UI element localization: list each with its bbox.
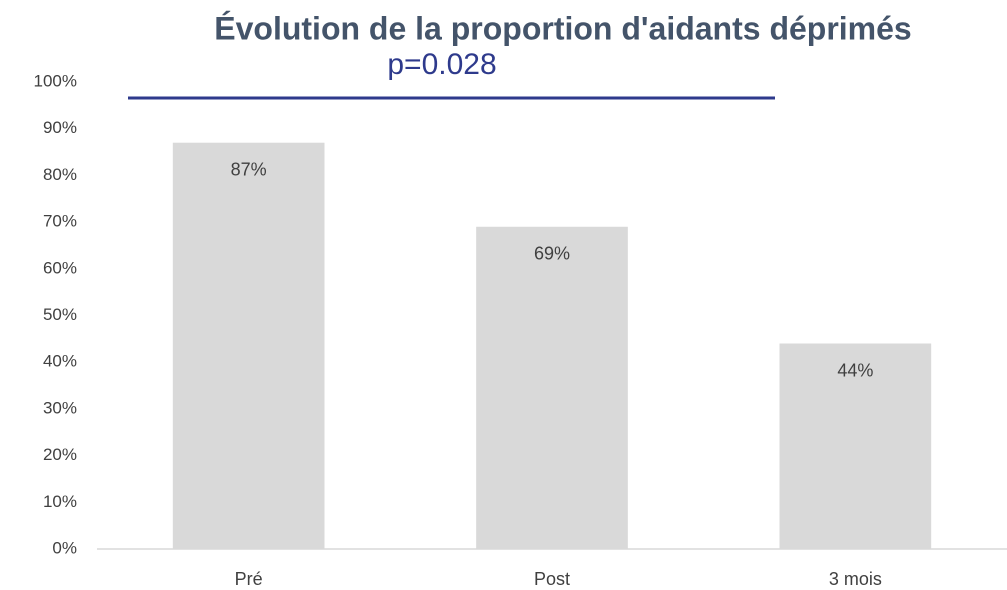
- data-label: 87%: [231, 159, 267, 179]
- y-tick-label: 100%: [34, 71, 77, 90]
- x-tick-label: Post: [534, 569, 570, 589]
- bar: [779, 343, 932, 549]
- annotation: p=0.028: [387, 48, 496, 81]
- y-tick-label: 10%: [43, 492, 77, 511]
- y-tick-label: 0%: [52, 538, 77, 557]
- y-tick-label: 30%: [43, 398, 77, 417]
- data-label: 44%: [837, 360, 873, 380]
- y-tick-label: 60%: [43, 258, 77, 277]
- bar: [476, 226, 628, 549]
- x-tick-label: 3 mois: [829, 569, 882, 589]
- y-tick-label: 20%: [43, 445, 77, 464]
- x-tick-label: Pré: [235, 569, 263, 589]
- y-tick-label: 50%: [43, 305, 77, 324]
- bar: [172, 142, 325, 549]
- chart-title: Évolution de la proportion d'aidants dép…: [214, 10, 911, 46]
- y-tick-label: 90%: [43, 118, 77, 137]
- y-tick-label: 80%: [43, 165, 77, 184]
- y-tick-label: 40%: [43, 352, 77, 371]
- y-tick-label: 70%: [43, 212, 77, 231]
- data-label: 69%: [534, 244, 570, 264]
